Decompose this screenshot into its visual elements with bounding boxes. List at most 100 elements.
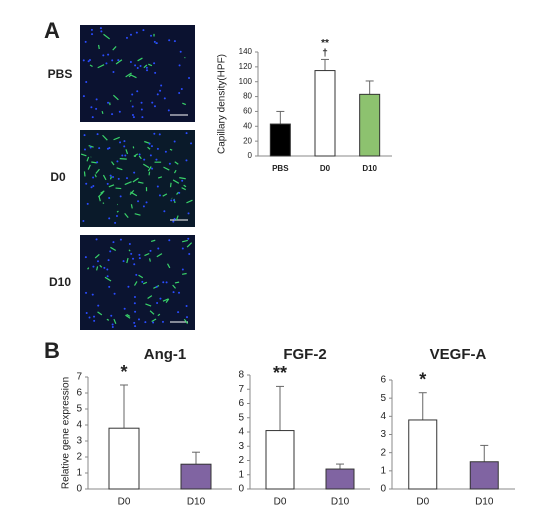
nucleus: [165, 151, 167, 153]
nucleus: [133, 116, 135, 118]
vessel: [103, 203, 104, 204]
nucleus: [139, 257, 141, 259]
nucleus: [103, 267, 105, 269]
vessel: [130, 101, 131, 102]
nucleus: [87, 203, 89, 205]
vessel: [102, 111, 103, 114]
y-tick-label: 3: [380, 429, 386, 440]
vessel: [84, 171, 85, 176]
chart-title: VEGF-A: [430, 346, 487, 363]
y-tick-label: 140: [239, 47, 253, 56]
annotation: *: [120, 362, 127, 382]
y-tick-label: 4: [238, 427, 244, 438]
nucleus: [178, 192, 180, 194]
annotation: *: [419, 369, 426, 389]
nucleus: [107, 183, 109, 185]
nucleus: [159, 194, 161, 196]
nucleus: [159, 90, 161, 92]
nucleus: [116, 215, 118, 217]
nucleus: [97, 305, 99, 307]
nucleus: [89, 317, 91, 319]
nucleus: [141, 116, 143, 118]
bar: [409, 420, 437, 489]
y-tick-label: 5: [380, 393, 386, 404]
y-tick-label: 0: [238, 484, 244, 495]
nucleus: [154, 41, 156, 43]
nucleus: [92, 185, 94, 187]
nucleus: [91, 29, 93, 31]
y-tick-label: 120: [239, 62, 253, 71]
nucleus: [97, 133, 99, 135]
annotation: †: [322, 48, 328, 59]
nucleus: [141, 109, 143, 111]
nucleus: [174, 40, 176, 42]
vessel: [99, 45, 100, 49]
nucleus: [168, 39, 170, 41]
nucleus: [146, 67, 148, 69]
nucleus: [172, 221, 174, 223]
nucleus: [109, 250, 111, 252]
nucleus: [143, 159, 145, 161]
nucleus: [182, 248, 184, 250]
nucleus: [105, 62, 107, 64]
nucleus: [108, 286, 110, 288]
bar: [109, 428, 139, 489]
nucleus: [132, 106, 134, 108]
nucleus: [138, 318, 140, 320]
nucleus: [132, 114, 134, 116]
nucleus: [112, 176, 114, 178]
nucleus: [130, 253, 132, 255]
nucleus: [141, 102, 143, 104]
bar: [470, 462, 498, 489]
nucleus: [157, 93, 159, 95]
nucleus: [149, 143, 151, 145]
y-tick-label: 5: [238, 412, 244, 423]
nucleus: [150, 250, 152, 252]
micrographs: [80, 25, 195, 330]
y-tick-label: 6: [238, 398, 244, 409]
nucleus: [140, 65, 142, 67]
y-tick-label: 7: [238, 384, 244, 395]
y-tick-label: 0: [248, 151, 253, 160]
nucleus: [85, 41, 87, 43]
nucleus: [164, 97, 166, 99]
nucleus: [114, 222, 116, 224]
vessel: [131, 204, 132, 208]
x-tick-label: D10: [187, 497, 206, 508]
nucleus: [133, 263, 135, 265]
nucleus: [173, 291, 175, 293]
nucleus: [92, 116, 94, 118]
nucleus: [133, 172, 135, 174]
nucleus: [155, 159, 157, 161]
chart-title: FGF-2: [283, 346, 326, 363]
vessel: [170, 149, 172, 150]
nucleus: [107, 54, 109, 56]
nucleus: [85, 256, 87, 258]
nucleus: [119, 111, 121, 113]
nucleus: [186, 305, 188, 307]
nucleus: [185, 159, 187, 161]
nucleus: [85, 81, 87, 83]
y-tick-label: 6: [76, 388, 82, 399]
nucleus: [170, 200, 172, 202]
y-tick-label: 1: [380, 465, 386, 476]
nucleus: [83, 95, 85, 97]
nucleus: [151, 102, 153, 104]
nucleus: [107, 275, 109, 277]
nucleus: [114, 293, 116, 295]
nucleus: [154, 105, 156, 107]
y-tick-label: 3: [76, 436, 82, 447]
nucleus: [163, 210, 165, 212]
nucleus: [123, 140, 125, 142]
nucleus: [121, 155, 123, 157]
nucleus: [119, 141, 121, 143]
x-tick-label: D0: [320, 164, 331, 173]
bar: [181, 464, 211, 489]
nucleus: [150, 35, 152, 37]
nucleus: [168, 239, 170, 241]
nucleus: [141, 281, 143, 283]
nucleus: [142, 29, 144, 31]
nucleus: [150, 154, 152, 156]
nucleus: [136, 32, 138, 34]
nucleus: [92, 177, 94, 179]
